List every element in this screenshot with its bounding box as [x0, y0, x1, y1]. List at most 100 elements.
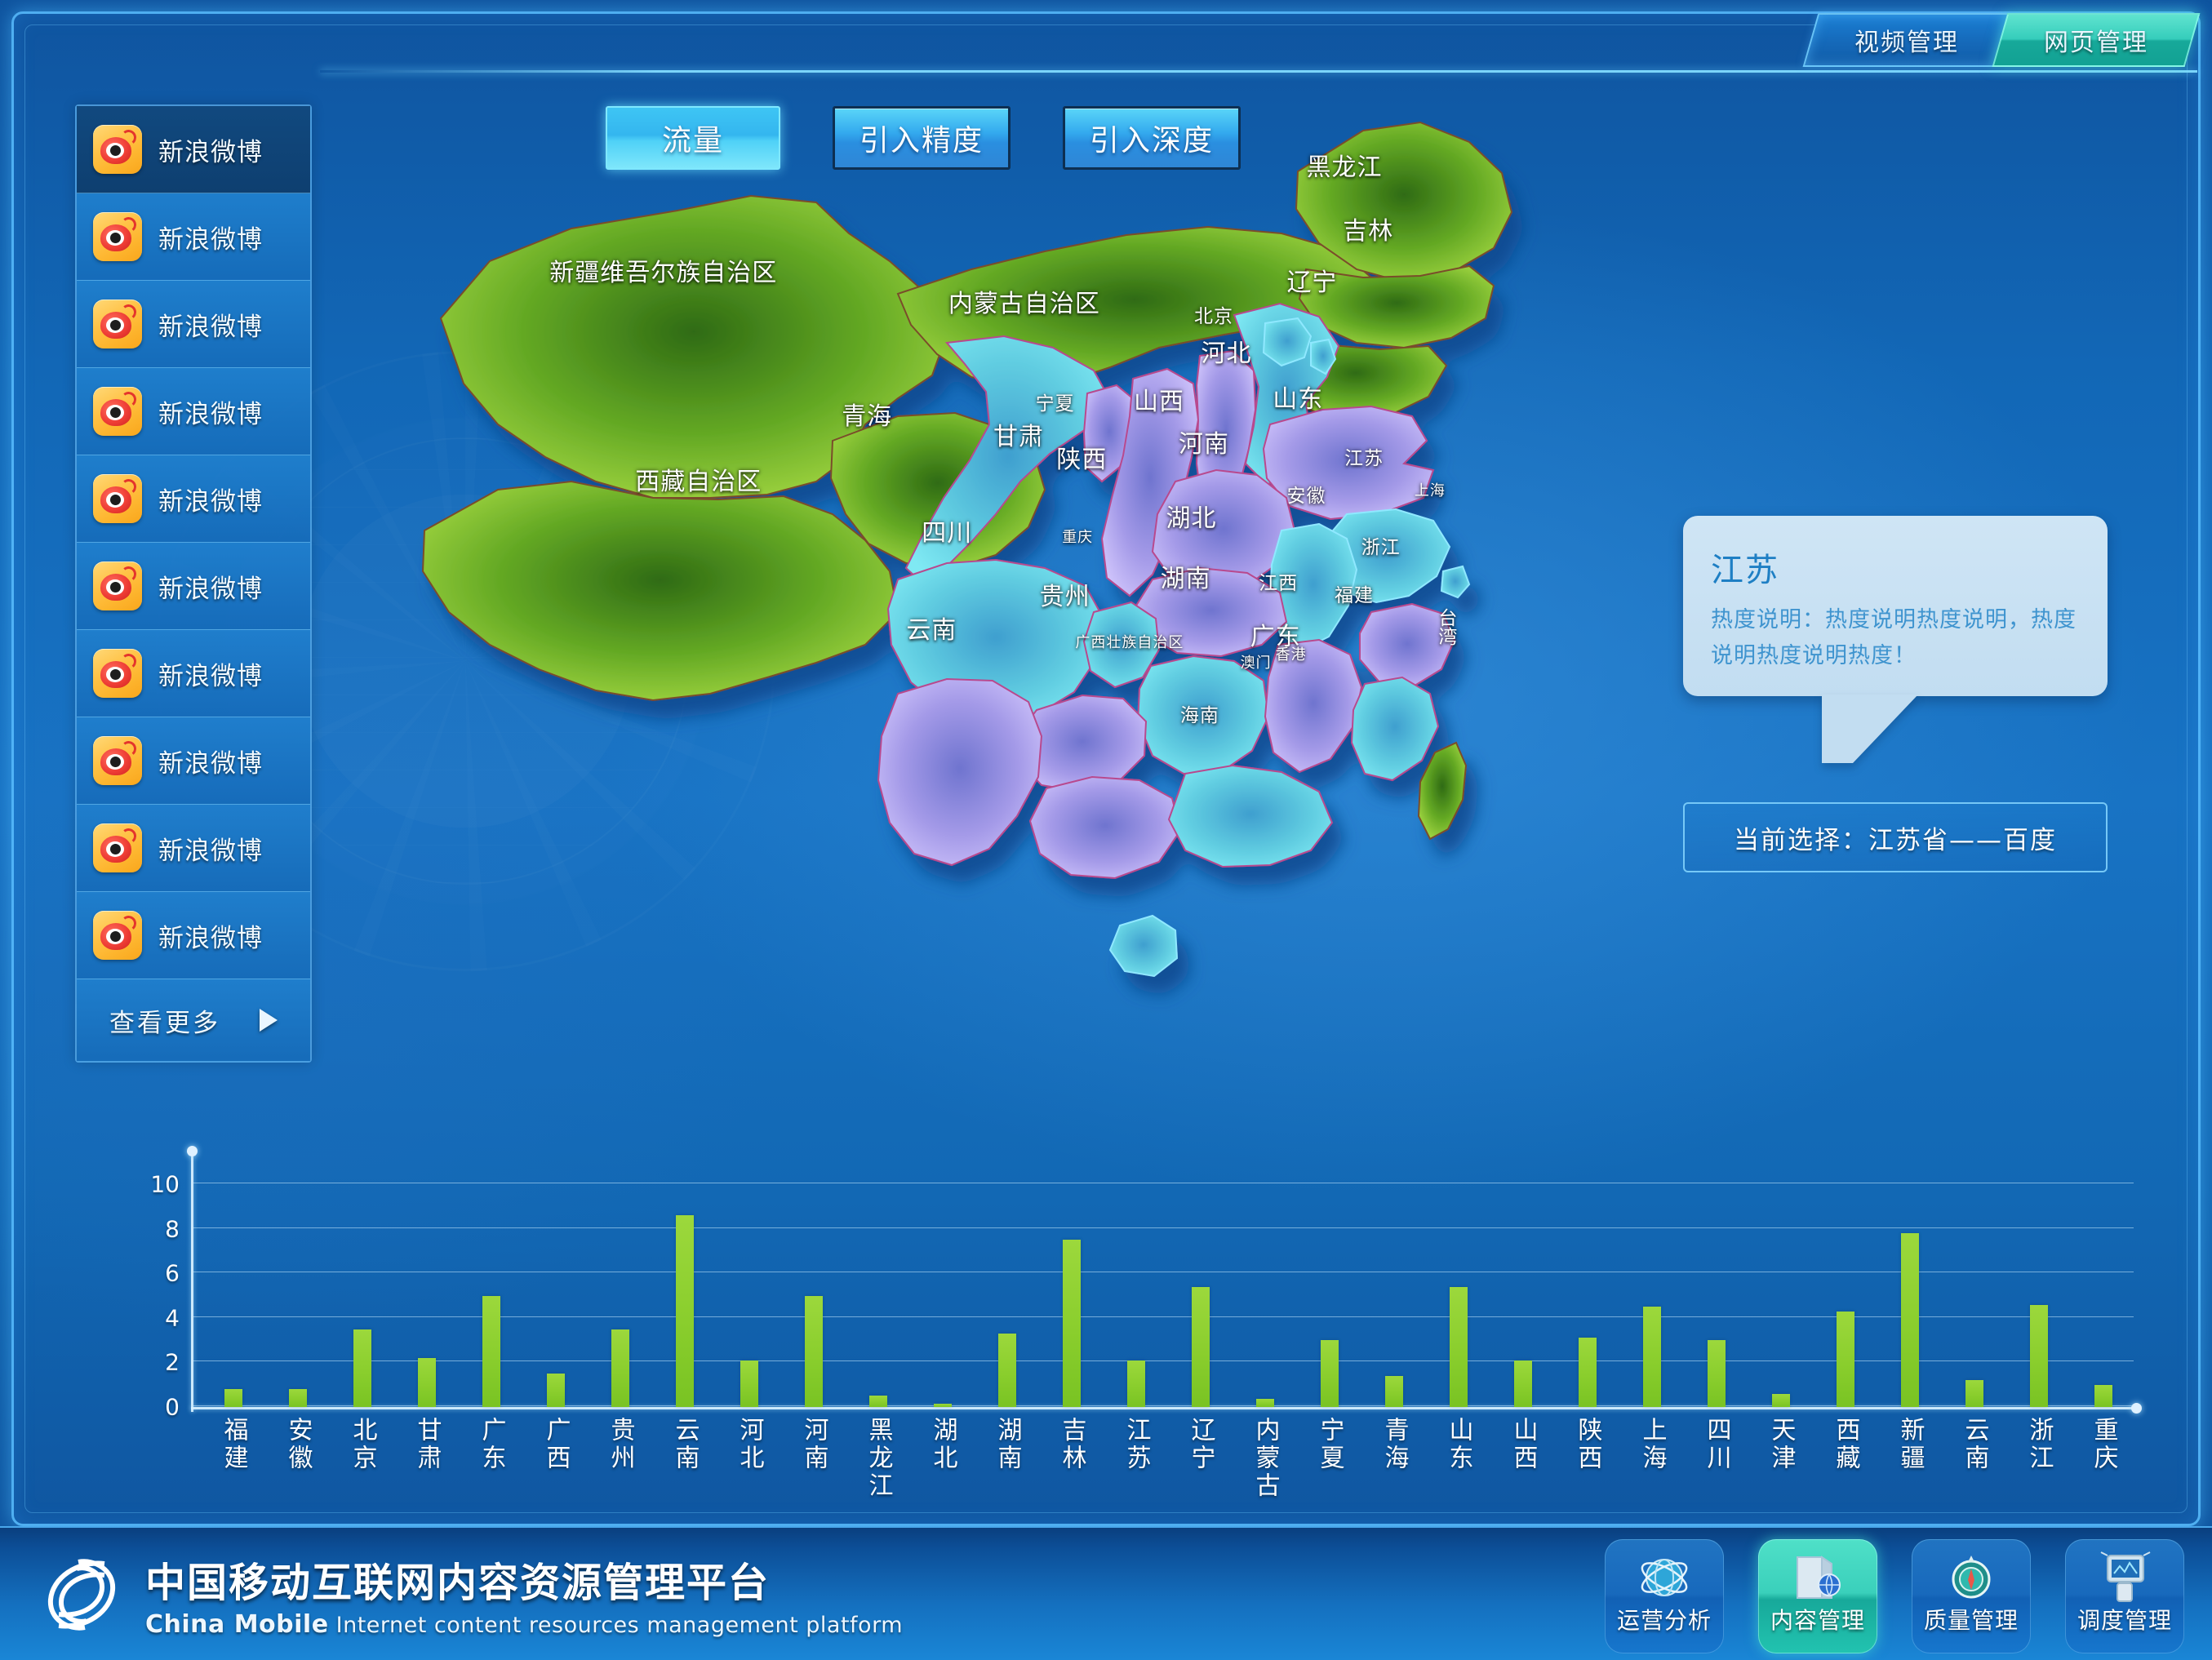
bar-column[interactable] — [1039, 1154, 1104, 1407]
province-bar-chart: 0 2 4 6 8 10 福建 安徽 北京 甘肃 广东 广西 贵州 云南 河北 河南 黑龙江 湖北 湖南 吉林 江苏辽… — [78, 1143, 2152, 1526]
current-selection-badge[interactable]: 当前选择：江苏省——百度 — [1683, 802, 2108, 873]
bar[interactable] — [2029, 1304, 2048, 1407]
tab-video-management[interactable]: 视频管理 — [1802, 13, 2011, 67]
bar-column[interactable] — [1748, 1154, 1813, 1407]
bar-column[interactable] — [1297, 1154, 1361, 1407]
bar[interactable] — [1900, 1233, 1919, 1407]
bar[interactable] — [353, 1329, 371, 1407]
bar[interactable] — [288, 1389, 307, 1407]
bar[interactable] — [611, 1329, 629, 1407]
bar[interactable] — [997, 1334, 1016, 1407]
bar[interactable] — [1965, 1380, 1983, 1407]
metric-button-1[interactable]: 引入精度 — [833, 106, 1011, 170]
bar-column[interactable] — [1104, 1154, 1168, 1407]
bar-column[interactable] — [1426, 1154, 1490, 1407]
y-tick-label: 8 — [165, 1215, 180, 1243]
bar[interactable] — [1320, 1340, 1339, 1407]
footer-nav-0[interactable]: 运营分析 — [1605, 1539, 1724, 1653]
sidebar-item-6[interactable]: 新浪微博 — [77, 630, 310, 717]
china-map[interactable]: 新疆维吾尔族自治区 西藏自治区 青海 内蒙古自治区 黑龙江 吉林 辽宁 北京 河北 山西 山东 宁夏甘… — [326, 73, 1730, 1216]
bar-column[interactable] — [588, 1154, 652, 1407]
bar-column[interactable] — [523, 1154, 588, 1407]
bar[interactable] — [2094, 1384, 2112, 1407]
bar-column[interactable] — [201, 1154, 265, 1407]
bar-column[interactable] — [2006, 1154, 2071, 1407]
bar[interactable] — [1771, 1393, 1790, 1407]
bar[interactable] — [482, 1295, 500, 1407]
bar-column[interactable] — [1942, 1154, 2006, 1407]
brand-text: 中国移动互联网内容资源管理平台 China Mobile Internet co… — [145, 1551, 903, 1639]
bar-column[interactable] — [394, 1154, 459, 1407]
bar[interactable] — [1513, 1360, 1532, 1407]
china-map-svg[interactable] — [326, 73, 1730, 1216]
bar-column[interactable] — [1813, 1154, 1877, 1407]
bar-column[interactable] — [781, 1154, 846, 1407]
sidebar-item-7[interactable]: 新浪微博 — [77, 717, 310, 805]
bar-column[interactable] — [265, 1154, 330, 1407]
bar[interactable] — [1836, 1311, 1854, 1407]
sidebar-item-1[interactable]: 新浪微博 — [77, 193, 310, 281]
sidebar-item-0[interactable]: 新浪微博 — [77, 106, 310, 193]
bar[interactable] — [740, 1360, 758, 1407]
bar-column[interactable] — [910, 1154, 975, 1407]
bar-column[interactable] — [975, 1154, 1039, 1407]
bar[interactable] — [868, 1396, 887, 1407]
sidebar-item-4[interactable]: 新浪微博 — [77, 455, 310, 543]
y-axis-ticks: 0 2 4 6 8 10 — [113, 1154, 181, 1421]
sidebar-item-8[interactable]: 新浪微博 — [77, 805, 310, 892]
bar[interactable] — [933, 1403, 952, 1407]
bar[interactable] — [1191, 1286, 1210, 1407]
bar[interactable] — [1449, 1286, 1468, 1407]
bar-column[interactable] — [652, 1154, 717, 1407]
bar[interactable] — [1126, 1360, 1145, 1407]
bar[interactable] — [1707, 1340, 1726, 1407]
metric-button-0[interactable]: 流量 — [606, 106, 780, 170]
bar[interactable] — [417, 1358, 436, 1407]
bar-column[interactable] — [717, 1154, 781, 1407]
bar[interactable] — [1062, 1240, 1081, 1407]
bar-column[interactable] — [1490, 1154, 1555, 1407]
footer-nav-3[interactable]: 调度管理 — [2065, 1539, 2184, 1653]
bar-column[interactable] — [330, 1154, 394, 1407]
x-axis-labels: 福建 安徽 北京 甘肃 广东 广西 贵州 云南 河北 河南 黑龙江 湖北 湖南 吉林 江苏 辽宁 内蒙古 宁夏 青海… — [201, 1417, 2135, 1500]
sidebar-item-5[interactable]: 新浪微博 — [77, 543, 310, 630]
sidebar-item-9[interactable]: 新浪微博 — [77, 892, 310, 979]
sidebar-item-2[interactable]: 新浪微博 — [77, 281, 310, 368]
bar[interactable] — [1578, 1338, 1597, 1407]
bar-column[interactable] — [2071, 1154, 2135, 1407]
x-tick-label: 上海 — [1637, 1417, 1667, 1472]
bar[interactable] — [224, 1389, 242, 1407]
bar-column[interactable] — [1555, 1154, 1619, 1407]
bar[interactable] — [675, 1215, 694, 1407]
bar-column[interactable] — [459, 1154, 523, 1407]
metric-button-2[interactable]: 引入深度 — [1063, 106, 1241, 170]
bar-column[interactable] — [1233, 1154, 1297, 1407]
bar-column[interactable] — [1619, 1154, 1684, 1407]
x-tick-label: 辽宁 — [1186, 1417, 1215, 1472]
tab-web-management[interactable]: 网页管理 — [1992, 13, 2201, 67]
province-fujian — [1350, 676, 1440, 782]
sidebar-item-label: 新浪微博 — [158, 486, 263, 517]
play-triangle-icon — [260, 1009, 278, 1032]
bar[interactable] — [1384, 1375, 1403, 1407]
bar[interactable] — [546, 1374, 565, 1407]
x-label-column: 湖南 — [975, 1417, 1039, 1500]
footer-nav-2[interactable]: 质量管理 — [1912, 1539, 2031, 1653]
bar[interactable] — [1642, 1307, 1661, 1407]
footer-nav-1[interactable]: 内容管理 — [1758, 1539, 1877, 1653]
bar[interactable] — [804, 1295, 823, 1407]
bar-column[interactable] — [1877, 1154, 1942, 1407]
bar[interactable] — [1255, 1399, 1274, 1407]
sidebar-item-3[interactable]: 新浪微博 — [77, 368, 310, 455]
sidebar-item-label: 新浪微博 — [158, 836, 263, 866]
view-more-label: 查看更多 — [109, 1008, 220, 1038]
bar-column[interactable] — [1684, 1154, 1748, 1407]
view-more-button[interactable]: 查看更多 — [77, 979, 310, 1061]
gridline — [193, 1227, 2134, 1228]
province-tianjin — [1310, 338, 1337, 375]
x-label-column: 江苏 — [1104, 1417, 1168, 1500]
bar-column[interactable] — [846, 1154, 910, 1407]
x-label-column: 山东 — [1426, 1417, 1490, 1500]
bar-column[interactable] — [1168, 1154, 1233, 1407]
bar-column[interactable] — [1361, 1154, 1426, 1407]
